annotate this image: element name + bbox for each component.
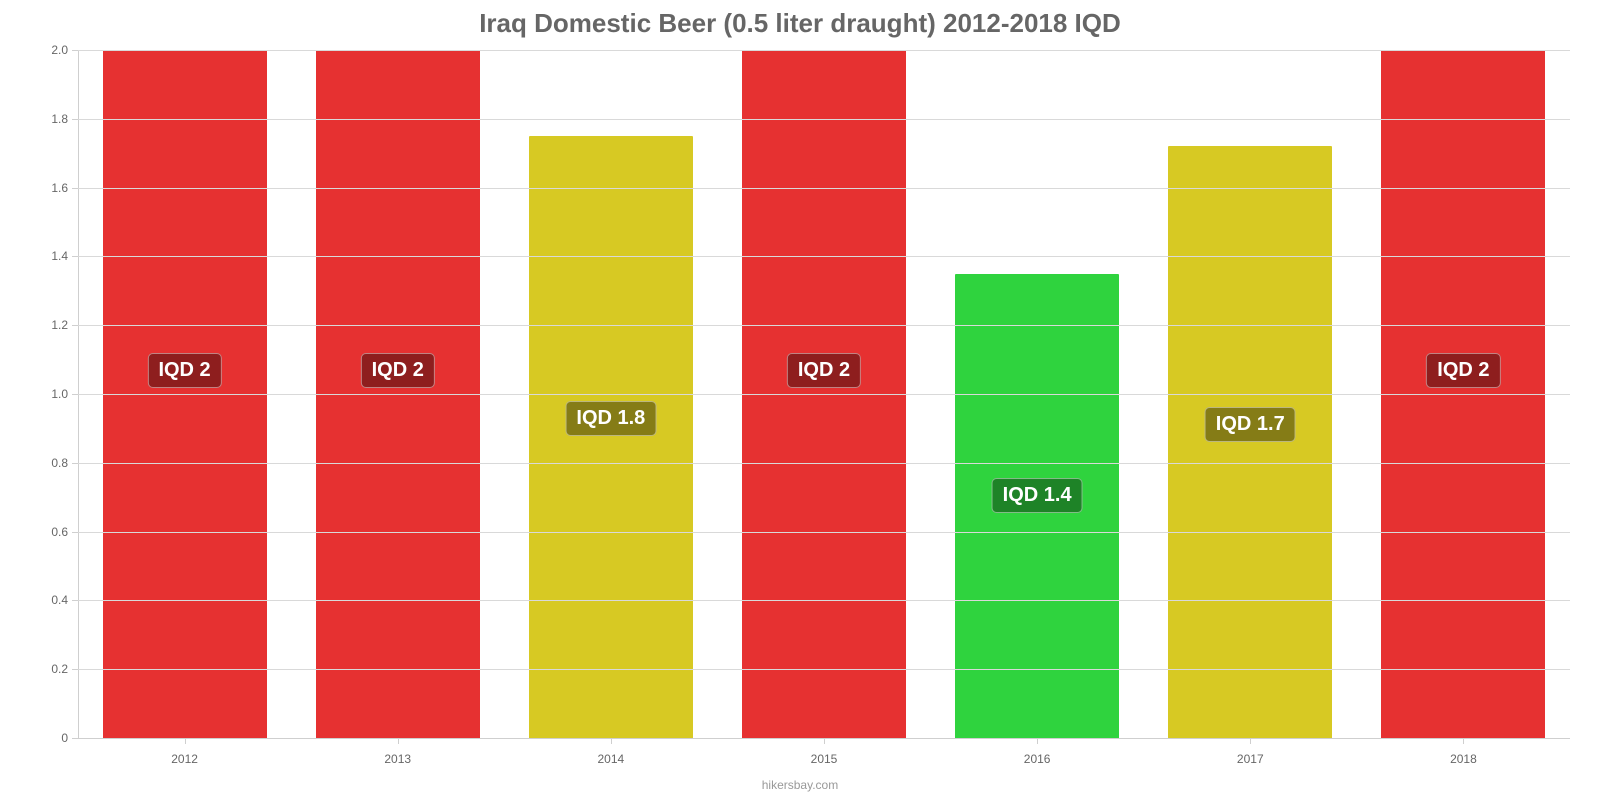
x-axis-label: 2015 [717, 752, 930, 766]
y-gridline [78, 394, 1570, 395]
bar: IQD 1.7 [1168, 146, 1332, 738]
bar-value-label: IQD 1.4 [992, 478, 1083, 513]
chart-container: Iraq Domestic Beer (0.5 liter draught) 2… [0, 0, 1600, 800]
bar: IQD 1.8 [529, 136, 693, 738]
y-gridline [78, 600, 1570, 601]
y-gridline [78, 188, 1570, 189]
x-axis-label: 2012 [78, 752, 291, 766]
bar-value-label: IQD 2 [1426, 353, 1500, 388]
y-tick-label: 0.4 [51, 593, 78, 607]
chart-title: Iraq Domestic Beer (0.5 liter draught) 2… [30, 0, 1570, 45]
y-gridline [78, 50, 1570, 51]
y-tick-label: 1.8 [51, 112, 78, 126]
x-axis-labels: 2012201320142015201620172018 [78, 752, 1570, 766]
x-axis-label: 2014 [504, 752, 717, 766]
y-tick-label: 2.0 [51, 43, 78, 57]
y-tick-label: 1.0 [51, 387, 78, 401]
plot-area: IQD 2 IQD 2 IQD 1.8 IQD 2 IQD 1.4 IQD 1.7 IQD … [78, 50, 1570, 738]
y-gridline [78, 532, 1570, 533]
x-axis-label: 2018 [1357, 752, 1570, 766]
bar-value-label: IQD 1.7 [1205, 407, 1296, 442]
y-tick-label: 0 [61, 731, 78, 745]
y-gridline [78, 325, 1570, 326]
x-axis-label: 2016 [931, 752, 1144, 766]
bar-value-label: IQD 2 [787, 353, 861, 388]
y-tick-label: 0.8 [51, 456, 78, 470]
y-tick-label: 1.4 [51, 249, 78, 263]
y-tick-label: 1.6 [51, 181, 78, 195]
y-gridline [78, 463, 1570, 464]
y-gridline [78, 256, 1570, 257]
bar-value-label: IQD 2 [361, 353, 435, 388]
plot-inner: IQD 2 IQD 2 IQD 1.8 IQD 2 IQD 1.4 IQD 1.7 IQD … [78, 50, 1570, 738]
source-caption: hikersbay.com [0, 778, 1600, 792]
y-gridline [78, 669, 1570, 670]
y-gridline [78, 119, 1570, 120]
x-axis-line [78, 738, 1570, 739]
y-tick-label: 0.6 [51, 525, 78, 539]
bar-value-label: IQD 2 [147, 353, 221, 388]
x-axis-label: 2013 [291, 752, 504, 766]
y-tick-label: 0.2 [51, 662, 78, 676]
y-tick-label: 1.2 [51, 318, 78, 332]
bar-value-label: IQD 1.8 [565, 401, 656, 436]
x-axis-label: 2017 [1144, 752, 1357, 766]
